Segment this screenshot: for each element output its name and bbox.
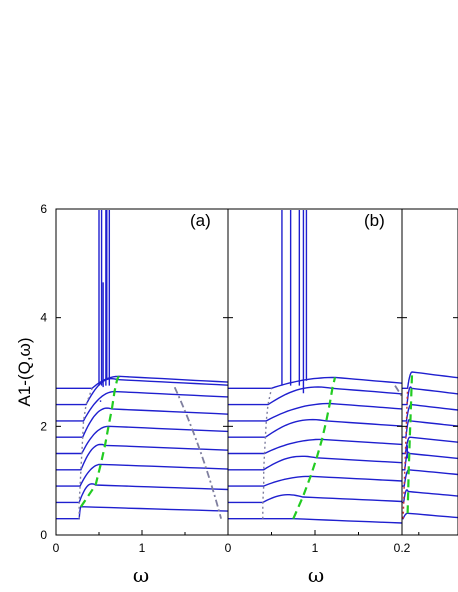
- curve-0-5: [56, 407, 229, 438]
- curve-2-5: [402, 418, 458, 438]
- x-axis-label-a: ω: [133, 563, 149, 587]
- curve-1-8: [228, 376, 403, 389]
- curve-2-0: [402, 512, 458, 520]
- x-tick-label-2-0: 0.2: [394, 541, 411, 555]
- curve-1-3: [228, 455, 403, 471]
- curve-1-1: [228, 494, 403, 504]
- curve-0-6: [56, 390, 229, 422]
- x-tick-label-1-0: 0: [225, 541, 232, 555]
- y-tick-label-0: 0: [40, 528, 47, 542]
- curve-1-2: [228, 475, 403, 487]
- curve-0-1: [56, 483, 229, 504]
- onset-line-0: [78, 388, 93, 519]
- curve-1-7: [228, 386, 403, 406]
- curve-0-2: [56, 463, 229, 487]
- dispersion-line-0: [79, 375, 120, 508]
- curve-0-3: [56, 443, 229, 471]
- curve-2-2: [402, 469, 458, 487]
- curve-2-6: [402, 403, 458, 422]
- curve-0-0: [56, 505, 229, 520]
- dispersion-line-2: [406, 371, 414, 514]
- boundary-line-1: [394, 385, 403, 397]
- panel-a-label: (a): [190, 211, 211, 230]
- y-tick-label-3: 6: [40, 202, 47, 216]
- x-tick-label-0-0: 0: [53, 541, 60, 555]
- curve-0-4: [56, 425, 229, 455]
- curve-1-5: [228, 418, 403, 438]
- panel-b-label: (b): [364, 211, 385, 230]
- curve-2-8: [402, 371, 458, 389]
- panel-2: 0.2: [394, 208, 458, 555]
- y-axis-label: A1-(Q,ω): [15, 338, 34, 407]
- panel-frame-2: [401, 208, 458, 536]
- x-tick-label-1-1: 1: [312, 541, 319, 555]
- onset-line-1: [262, 388, 273, 519]
- curve-2-3: [402, 451, 458, 471]
- curve-1-4: [228, 438, 403, 455]
- curve-0-7: [56, 378, 229, 406]
- curve-2-1: [402, 489, 458, 504]
- curve-1-6: [228, 402, 403, 422]
- curve-0-8: [56, 375, 229, 389]
- x-tick-label-0-1: 1: [139, 541, 146, 555]
- curve-2-7: [402, 386, 458, 406]
- curve-2-4: [402, 436, 458, 455]
- y-tick-label-2: 4: [40, 311, 47, 325]
- y-tick-label-1: 2: [40, 419, 47, 433]
- boundary-line-0: [173, 386, 222, 519]
- onset-line-2: [402, 388, 409, 519]
- dispersion-line-1: [292, 377, 337, 520]
- x-axis-label-b: ω: [308, 563, 324, 587]
- curve-1-0: [228, 518, 403, 524]
